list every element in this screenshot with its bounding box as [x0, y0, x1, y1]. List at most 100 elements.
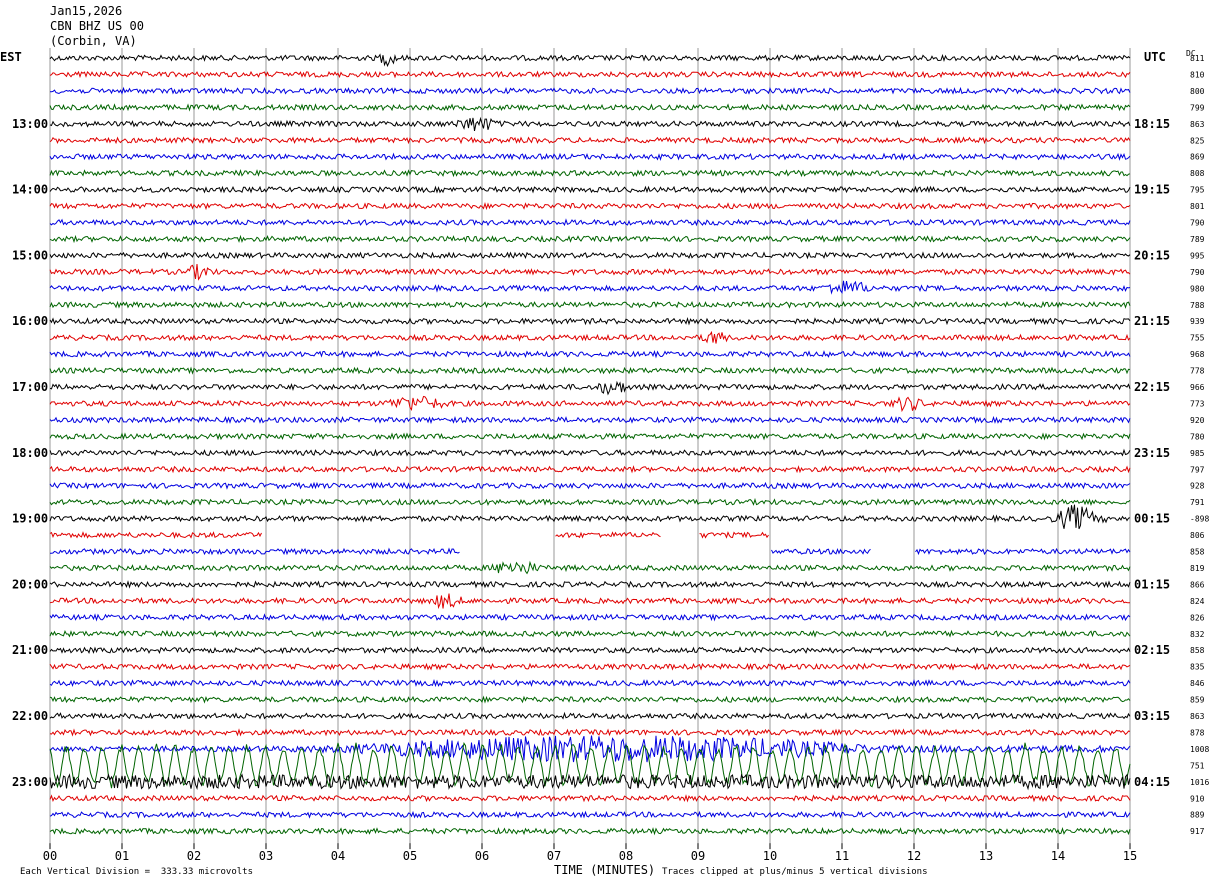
left-hour-label: 20:00 — [12, 577, 48, 591]
right-hour-label: 21:15 — [1134, 314, 1170, 328]
trace-row — [49, 465, 1131, 474]
trace-row — [49, 741, 1131, 789]
right-timezone-label: UTC — [1144, 50, 1166, 64]
dc-offset-label: 889 — [1190, 811, 1205, 820]
dc-offset-label: 788 — [1190, 301, 1205, 310]
trace-row — [49, 280, 1131, 295]
trace-row — [49, 662, 1131, 671]
trace-row — [49, 711, 1131, 720]
right-hour-label: 03:15 — [1134, 709, 1170, 723]
dc-offset-label: 826 — [1190, 613, 1205, 622]
dc-offset-label: 985 — [1190, 449, 1205, 458]
trace-row — [49, 679, 1131, 688]
right-hour-label: 18:15 — [1134, 117, 1170, 131]
left-hour-label: 22:00 — [12, 709, 48, 723]
left-hour-label: 21:00 — [12, 643, 48, 657]
dc-offset-label: 801 — [1190, 202, 1205, 211]
x-tick-label: 14 — [1051, 849, 1065, 863]
dc-offset-header: DC — [1186, 49, 1196, 58]
trace-row — [49, 728, 1131, 737]
x-tick-label: 08 — [619, 849, 633, 863]
x-tick-label: 12 — [907, 849, 921, 863]
x-tick-label: 04 — [331, 849, 345, 863]
dc-offset-label: 789 — [1190, 235, 1205, 244]
trace-row — [49, 504, 1131, 530]
trace-row — [49, 366, 1131, 375]
right-time-labels: 18:15 19:15 20:15 21:15 22:15 23:15 00:15 01:15… — [1134, 117, 1170, 789]
right-hour-label: 00:15 — [1134, 512, 1170, 526]
x-tick-label: 05 — [403, 849, 417, 863]
x-tick-label: 00 — [43, 849, 57, 863]
trace-row — [49, 773, 1131, 791]
trace-row — [49, 263, 1131, 281]
trace-row — [49, 116, 1131, 131]
right-hour-label: 20:15 — [1134, 248, 1170, 262]
trace-row — [49, 735, 1131, 763]
dc-offset-label: 797 — [1190, 465, 1205, 474]
trace-row — [49, 593, 1130, 610]
trace-row — [49, 316, 1131, 326]
time-axis-ticks: 00 01 02 03 04 05 06 07 08 09 10 11 12 13 14 15 — [43, 843, 1137, 863]
trace-row — [49, 827, 1131, 836]
trace-row — [49, 300, 1131, 309]
dc-offset-label: 800 — [1190, 87, 1205, 96]
dc-offset-label: 863 — [1190, 712, 1205, 721]
dc-offset-labels: 811 810 800 799 863 825 869 808 795 801 790 789 995 7… — [1190, 54, 1209, 836]
dc-offset-label: 1008 — [1190, 745, 1209, 754]
trace-row — [49, 53, 1131, 68]
left-hour-label: 14:00 — [12, 183, 48, 197]
plot-date: Jan15,2026 — [50, 4, 123, 18]
dc-offset-label: 995 — [1190, 251, 1205, 260]
left-hour-label: 23:00 — [12, 775, 48, 789]
trace-row — [49, 201, 1131, 211]
trace-row — [49, 70, 1131, 79]
x-tick-label: 07 — [547, 849, 561, 863]
left-hour-label: 13:00 — [12, 117, 48, 131]
dc-offset-label: 824 — [1190, 597, 1205, 606]
right-hour-label: 22:15 — [1134, 380, 1170, 394]
dc-offset-label: 920 — [1190, 416, 1205, 425]
trace-row — [49, 560, 1131, 575]
x-tick-label: 06 — [475, 849, 489, 863]
seismic-traces — [49, 53, 1131, 836]
trace-row — [49, 136, 1131, 145]
dc-offset-label: 778 — [1190, 367, 1205, 376]
dc-offset-label: 790 — [1190, 268, 1205, 277]
dc-offset-label: 825 — [1190, 136, 1205, 145]
left-hour-label: 17:00 — [12, 380, 48, 394]
trace-row — [49, 218, 1131, 227]
dc-offset-label: 858 — [1190, 646, 1205, 655]
grid-lines — [49, 48, 1131, 844]
dc-offset-label: 810 — [1190, 70, 1205, 79]
dc-offset-label: 795 — [1190, 186, 1205, 195]
x-tick-label: 11 — [835, 849, 849, 863]
dc-offset-label: 866 — [1190, 580, 1205, 589]
trace-row — [49, 481, 1131, 490]
right-hour-label: 01:15 — [1134, 577, 1170, 591]
x-tick-label: 02 — [187, 849, 201, 863]
dc-offset-label: 846 — [1190, 679, 1205, 688]
dc-offset-label: 808 — [1190, 169, 1205, 178]
dc-offset-label: 791 — [1190, 498, 1205, 507]
dc-offset-label: 832 — [1190, 630, 1205, 639]
trace-row — [49, 646, 1131, 655]
dc-offset-label: 910 — [1190, 794, 1205, 803]
trace-row — [49, 349, 1131, 359]
dc-offset-label: 928 — [1190, 482, 1205, 491]
trace-row — [49, 810, 1131, 819]
dc-offset-label: 811 — [1190, 54, 1205, 63]
trace-row — [49, 395, 1131, 413]
trace-row — [49, 185, 1131, 194]
left-time-labels: 13:00 14:00 15:00 16:00 17:00 18:00 19:00 20:00… — [12, 117, 48, 789]
dc-offset-label: 968 — [1190, 350, 1205, 359]
right-hour-label: 19:15 — [1134, 183, 1170, 197]
dc-offset-label: 773 — [1190, 399, 1205, 408]
dc-offset-label: 835 — [1190, 663, 1205, 672]
clip-note: Traces clipped at plus/minus 5 vertical … — [662, 867, 928, 877]
station-name: CBN BHZ US 00 — [50, 19, 144, 33]
trace-row — [49, 629, 1131, 638]
right-hour-label: 02:15 — [1134, 643, 1170, 657]
x-tick-label: 15 — [1123, 849, 1137, 863]
dc-offset-label: 1016 — [1190, 778, 1209, 787]
left-hour-label: 18:00 — [12, 446, 48, 460]
